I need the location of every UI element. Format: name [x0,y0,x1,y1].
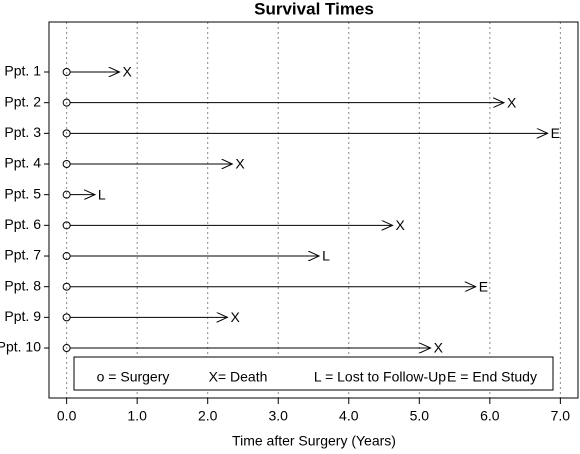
x-tick-label: 5.0 [410,408,430,424]
y-tick-label: Ppt. 4 [4,155,41,171]
x-tick-label: 4.0 [339,408,359,424]
y-tick-label: Ppt. 2 [4,93,41,109]
x-axis-title: Time after Surgery (Years) [232,433,396,449]
chart-title: Survival Times [254,0,374,18]
value-label: X [123,64,133,80]
y-tick-label: Ppt. 3 [4,124,41,140]
legend-box [73,356,554,391]
value-label: E [551,125,560,141]
legend-entry: o = Surgery [97,369,170,385]
y-tick-label: Ppt. 6 [4,216,41,232]
start-marker [62,282,71,291]
x-tick-label: 1.0 [127,408,147,424]
y-tick-label: Ppt. 10 [0,339,41,355]
value-label: E [479,278,488,294]
x-tick-label: 6.0 [480,408,500,424]
value-label: L [98,186,106,202]
value-label: X [434,340,444,356]
x-tick-label: 7.0 [551,408,571,424]
y-tick-label: Ppt. 5 [4,185,41,201]
y-tick-label: Ppt. 8 [4,277,41,293]
value-label: L [322,248,330,264]
value-label: X [235,156,245,172]
value-label: X [507,94,517,110]
value-label: X [395,217,405,233]
y-tick-label: Ppt. 9 [4,308,41,324]
x-tick-label: 0.0 [57,408,77,424]
y-tick-label: Ppt. 7 [4,247,41,263]
value-label: X [230,309,240,325]
legend-entry: E = End Study [447,369,537,385]
x-tick-label: 2.0 [198,408,218,424]
start-marker [62,160,71,169]
legend-entry: L = Lost to Follow-Up [314,369,446,385]
plot-frame [48,21,579,399]
y-tick-label: Ppt. 1 [4,63,41,79]
legend-entry: X= Death [209,369,268,385]
x-tick-label: 3.0 [268,408,288,424]
